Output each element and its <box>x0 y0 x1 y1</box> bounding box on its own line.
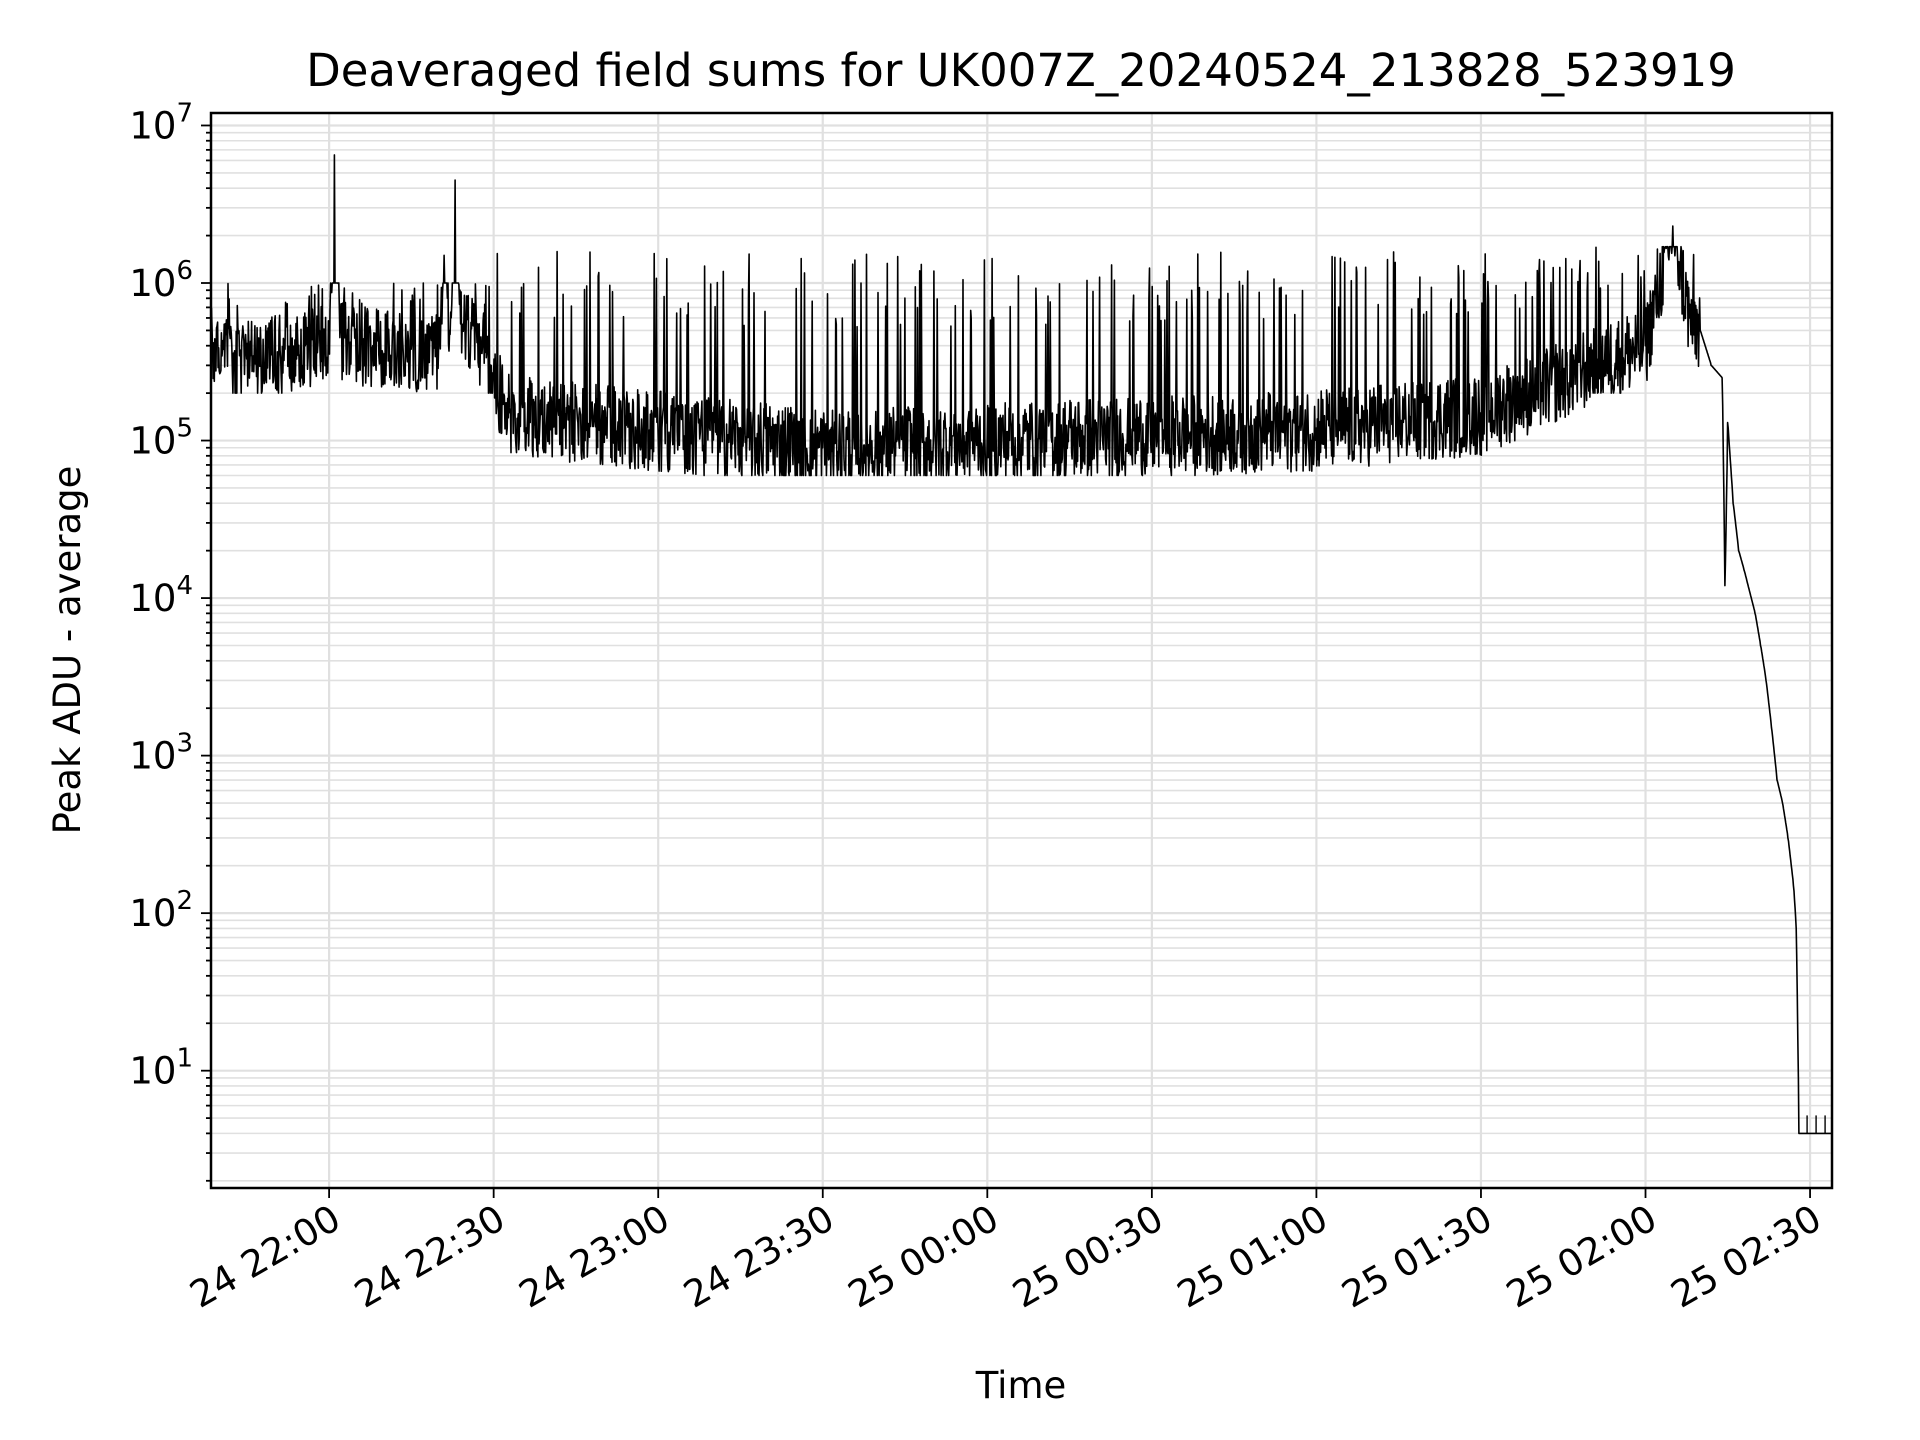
x-tick-label: 25 01:30 <box>1335 1197 1500 1317</box>
x-tick-label: 25 02:00 <box>1499 1197 1664 1317</box>
plot-frame <box>209 111 1834 1190</box>
y-tick-label: 106 <box>129 256 193 305</box>
x-axis-label: Time <box>975 1364 1067 1407</box>
chart-title: Deaveraged field sums for UK007Z_2024052… <box>306 44 1736 97</box>
y-tick-label: 105 <box>129 414 193 463</box>
y-tick-label-base: 10 <box>129 577 176 620</box>
y-tick-label-base: 10 <box>129 1050 176 1093</box>
x-tick-label: 25 02:30 <box>1664 1197 1829 1317</box>
x-tick-label: 24 23:00 <box>512 1197 677 1317</box>
y-tick-label-base: 10 <box>129 420 176 463</box>
y-tick-label-base: 10 <box>129 262 176 305</box>
y-tick-label-exponent: 3 <box>176 729 193 759</box>
x-tick-label: 24 22:30 <box>347 1197 512 1317</box>
x-axis: 24 22:00 24 22:30 24 23:00 24 23:30 25 00:00… <box>183 1188 1829 1317</box>
x-tick-label: 24 22:00 <box>183 1197 348 1317</box>
x-tick-label: 24 23:30 <box>676 1197 841 1317</box>
y-tick-label: 102 <box>129 886 193 935</box>
y-tick-label-base: 10 <box>129 735 176 778</box>
y-tick-label-exponent: 4 <box>176 571 193 601</box>
y-tick-label: 107 <box>129 98 193 147</box>
x-tick-label: 25 00:30 <box>1006 1197 1171 1317</box>
y-axis-label: Peak ADU - average <box>46 466 89 835</box>
x-tick-label: 25 01:00 <box>1170 1197 1335 1317</box>
series-layer <box>210 154 1833 1135</box>
y-tick-label-base: 10 <box>129 892 176 935</box>
y-tick-label-exponent: 2 <box>176 886 193 916</box>
y-tick-label-base: 10 <box>129 104 176 147</box>
x-tick-label: 25 00:00 <box>841 1197 1006 1317</box>
y-tick-label: 103 <box>129 729 193 778</box>
y-tick-label-exponent: 6 <box>176 256 193 286</box>
y-tick-label-exponent: 5 <box>176 414 193 444</box>
y-tick-label-exponent: 1 <box>176 1044 193 1074</box>
series-line <box>210 154 1833 1135</box>
y-tick-label: 101 <box>129 1044 193 1093</box>
y-tick-label-exponent: 7 <box>176 98 193 128</box>
y-tick-label: 104 <box>129 571 193 620</box>
